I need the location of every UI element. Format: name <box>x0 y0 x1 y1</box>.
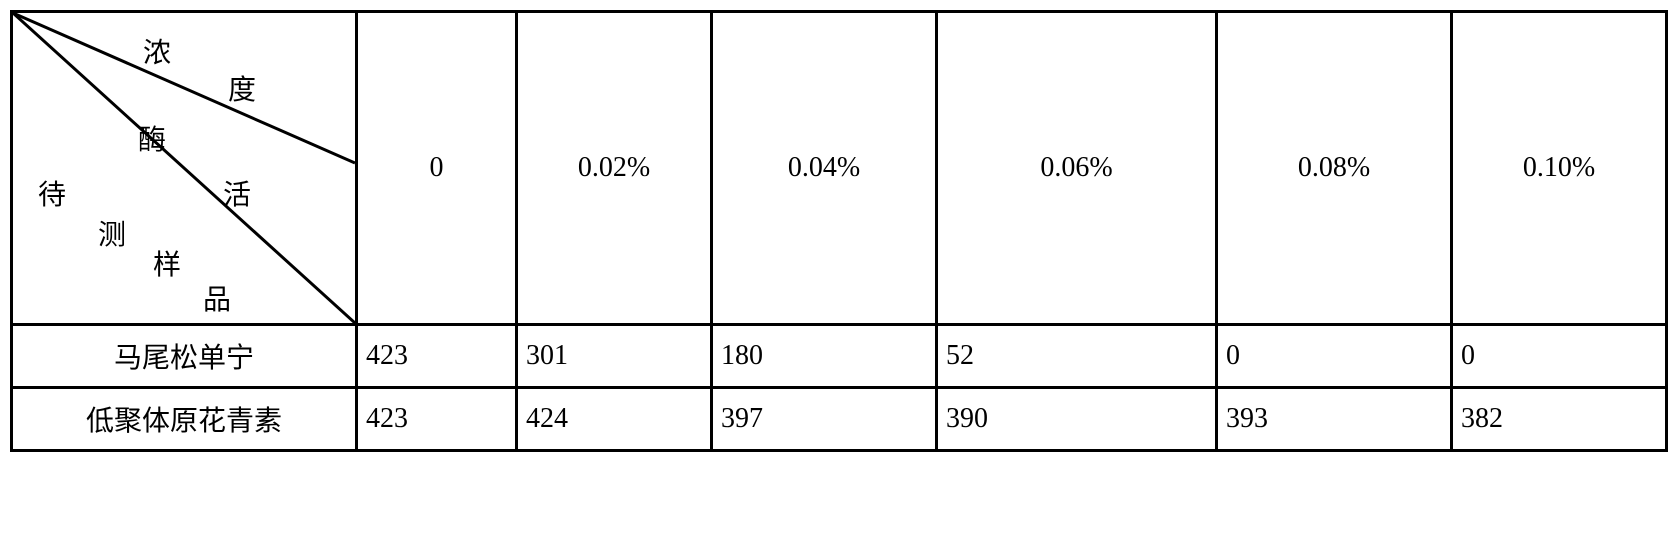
col-header-0: 0 <box>357 12 517 325</box>
diag-top-char-0: 浓 <box>143 31 171 71</box>
col-header-1: 0.02% <box>517 12 712 325</box>
col-header-5: 0.10% <box>1452 12 1667 325</box>
row-1-label: 低聚体原花青素 <box>12 388 357 451</box>
row-0-cell-1: 301 <box>517 325 712 388</box>
row-1-cell-5: 382 <box>1452 388 1667 451</box>
row-0-cell-0: 423 <box>357 325 517 388</box>
diag-bot-char-0: 待 <box>38 173 66 213</box>
diagonal-header-cell: 浓 度 酶 活 待 测 样 品 <box>12 12 357 325</box>
header-row: 浓 度 酶 活 待 测 样 品 0 0.02% 0.04% 0.06% 0.08… <box>12 12 1667 325</box>
diag-mid-char-1: 活 <box>223 173 251 213</box>
row-0-cell-4: 0 <box>1217 325 1452 388</box>
table-row: 马尾松单宁 423 301 180 52 0 0 <box>12 325 1667 388</box>
diag-bot-char-3: 品 <box>203 278 231 318</box>
row-1-cell-4: 393 <box>1217 388 1452 451</box>
row-0-cell-2: 180 <box>712 325 937 388</box>
col-header-2: 0.04% <box>712 12 937 325</box>
diag-bot-char-2: 样 <box>153 243 181 283</box>
diag-bot-char-1: 测 <box>98 213 126 253</box>
diag-top-char-1: 度 <box>228 68 256 108</box>
row-1-cell-1: 424 <box>517 388 712 451</box>
table-row: 低聚体原花青素 423 424 397 390 393 382 <box>12 388 1667 451</box>
data-table: 浓 度 酶 活 待 测 样 品 0 0.02% 0.04% 0.06% 0.08… <box>10 10 1668 452</box>
row-0-cell-3: 52 <box>937 325 1217 388</box>
row-0-label: 马尾松单宁 <box>12 325 357 388</box>
row-1-cell-0: 423 <box>357 388 517 451</box>
row-0-cell-5: 0 <box>1452 325 1667 388</box>
row-1-cell-2: 397 <box>712 388 937 451</box>
row-1-cell-3: 390 <box>937 388 1217 451</box>
diagonal-lines <box>13 13 355 323</box>
diag-mid-char-0: 酶 <box>138 118 166 158</box>
col-header-3: 0.06% <box>937 12 1217 325</box>
col-header-4: 0.08% <box>1217 12 1452 325</box>
